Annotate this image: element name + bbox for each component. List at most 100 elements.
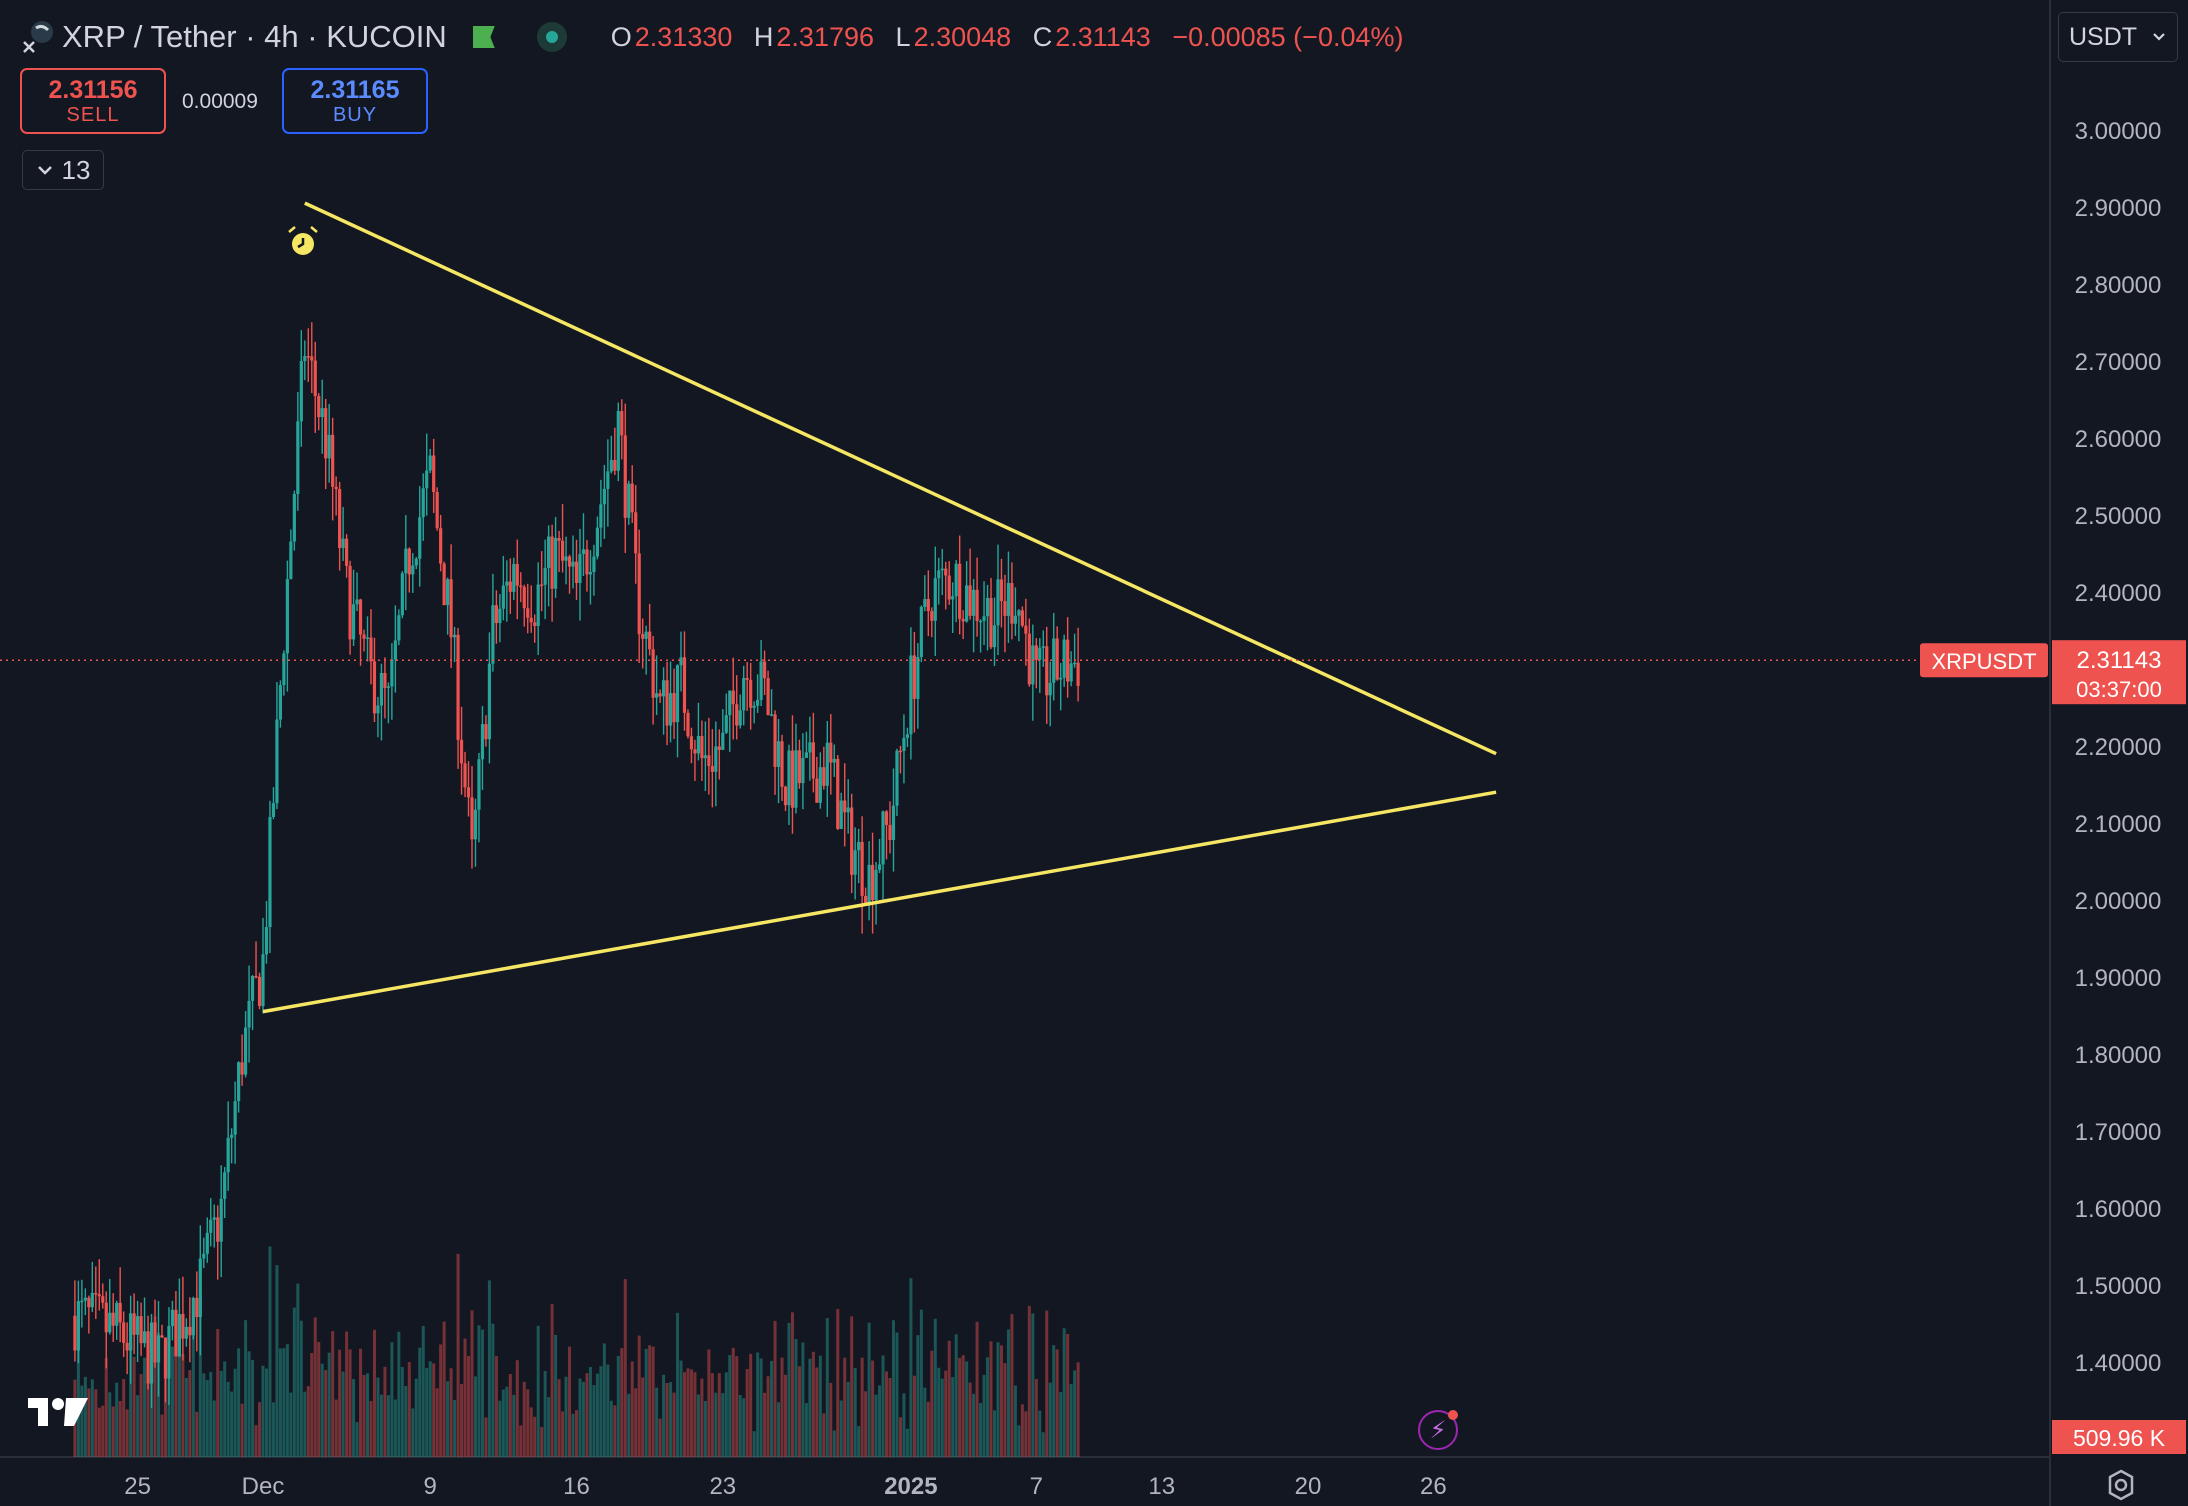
volume-bar <box>780 1357 784 1457</box>
volume-bar <box>888 1378 892 1457</box>
volume-bar <box>453 1399 457 1457</box>
volume-bar <box>418 1347 422 1457</box>
volume-bar <box>268 1246 272 1457</box>
candle-body <box>731 690 735 705</box>
candle-body <box>763 661 767 679</box>
volume-bar <box>111 1406 115 1457</box>
candle-body <box>916 657 920 699</box>
candle-body <box>742 678 746 711</box>
candle-body <box>1069 663 1073 682</box>
volume-bar <box>470 1310 474 1457</box>
time-axis[interactable]: 25 Dec 9 16 23 2025 7 13 20 26 <box>124 1473 1447 1500</box>
candle-body <box>867 864 871 905</box>
volume-bar <box>421 1325 425 1457</box>
price-tick-label: 2.10000 <box>2075 811 2162 838</box>
candle-body <box>836 758 840 829</box>
volume-bar <box>867 1322 871 1457</box>
candle-body <box>975 589 979 621</box>
lightning-icon[interactable]: ⚡ <box>1418 1410 1458 1450</box>
trendline[interactable] <box>304 201 1497 756</box>
volume-bar <box>223 1361 227 1457</box>
volume-bar <box>205 1380 209 1457</box>
candle-body <box>989 597 993 648</box>
volume-bar <box>212 1400 216 1457</box>
flag-icon[interactable] <box>472 26 495 48</box>
volume-bar <box>407 1362 411 1457</box>
volume-bar <box>428 1361 432 1457</box>
candle-body <box>376 705 380 714</box>
sell-button[interactable]: 2.31156 SELL <box>20 68 166 134</box>
volume-bar <box>355 1422 359 1457</box>
volume-bar <box>146 1369 150 1457</box>
volume-bar <box>400 1367 404 1457</box>
volume-bar <box>731 1347 735 1457</box>
volume-bar <box>860 1357 864 1457</box>
candle-body <box>773 714 777 767</box>
volume-bar <box>919 1309 923 1457</box>
tradingview-logo-icon[interactable] <box>26 1392 90 1432</box>
trendlines[interactable] <box>262 201 1497 1014</box>
candle-body <box>240 1062 244 1075</box>
volume-bar <box>393 1399 397 1457</box>
price-axis[interactable]: 3.00000 2.90000 2.80000 2.70000 2.60000 2.500… <box>2075 118 2162 1377</box>
candle-body <box>620 411 624 436</box>
volume-bar <box>386 1395 390 1457</box>
last-price-value: 2.31143 <box>2077 647 2162 674</box>
currency-select[interactable]: USDT <box>2058 12 2178 62</box>
candle-body <box>850 807 854 875</box>
volume-bar <box>575 1410 578 1457</box>
volume-bar <box>383 1366 387 1457</box>
volume-bar <box>954 1334 958 1457</box>
volume-bar <box>299 1320 303 1457</box>
candle-body <box>648 631 652 650</box>
volume-bar <box>843 1357 847 1457</box>
candle-body <box>351 604 356 640</box>
candle-body <box>724 715 728 733</box>
volume-bar <box>170 1346 174 1457</box>
candle-body <box>1076 662 1080 686</box>
volume-bar <box>846 1381 850 1457</box>
volume-bar <box>108 1392 112 1457</box>
volume-bar <box>167 1356 171 1457</box>
volume-bar <box>331 1331 335 1457</box>
candle-body <box>982 616 986 621</box>
candle-body <box>160 1335 164 1338</box>
volume-bar <box>1066 1333 1070 1457</box>
candle-body <box>717 746 721 750</box>
volume-bar <box>1038 1410 1042 1457</box>
candle-body <box>700 736 704 759</box>
candle-body <box>1031 645 1035 685</box>
volume-bar <box>707 1349 711 1457</box>
candle-body <box>954 563 958 597</box>
candle-body <box>142 1331 147 1344</box>
volume-bar <box>1027 1305 1031 1457</box>
volume-bar <box>857 1426 861 1457</box>
candle-body <box>306 356 310 358</box>
volume-bar <box>366 1373 369 1457</box>
chart-symbol-icon[interactable] <box>20 20 54 54</box>
volume-bar <box>122 1379 126 1457</box>
candle-body <box>992 625 997 648</box>
candle-body <box>439 528 443 564</box>
alarm-clock-icon[interactable] <box>288 226 318 255</box>
candle-body <box>644 631 648 639</box>
volume-bar <box>766 1376 770 1457</box>
candle-body <box>951 596 955 600</box>
buy-button[interactable]: 2.31165 BUY <box>282 68 428 134</box>
candle-body <box>428 455 432 471</box>
volume-bar <box>878 1385 882 1457</box>
volume-bar <box>540 1427 544 1457</box>
candle-body <box>919 606 923 658</box>
volume-bar <box>728 1355 732 1457</box>
price-tick-label: 1.50000 <box>2075 1273 2162 1300</box>
volume-bar <box>446 1381 450 1457</box>
candle-body <box>526 608 530 618</box>
symbol-title[interactable]: XRP / Tether · 4h · KUCOIN <box>62 19 447 54</box>
indicators-toggle[interactable]: 13 <box>22 150 104 190</box>
volume-bar <box>749 1353 753 1457</box>
trendline[interactable] <box>262 790 1497 1014</box>
volume-bar <box>592 1385 596 1457</box>
gear-icon[interactable] <box>2104 1468 2138 1502</box>
price-tick-label: 2.00000 <box>2075 888 2162 915</box>
